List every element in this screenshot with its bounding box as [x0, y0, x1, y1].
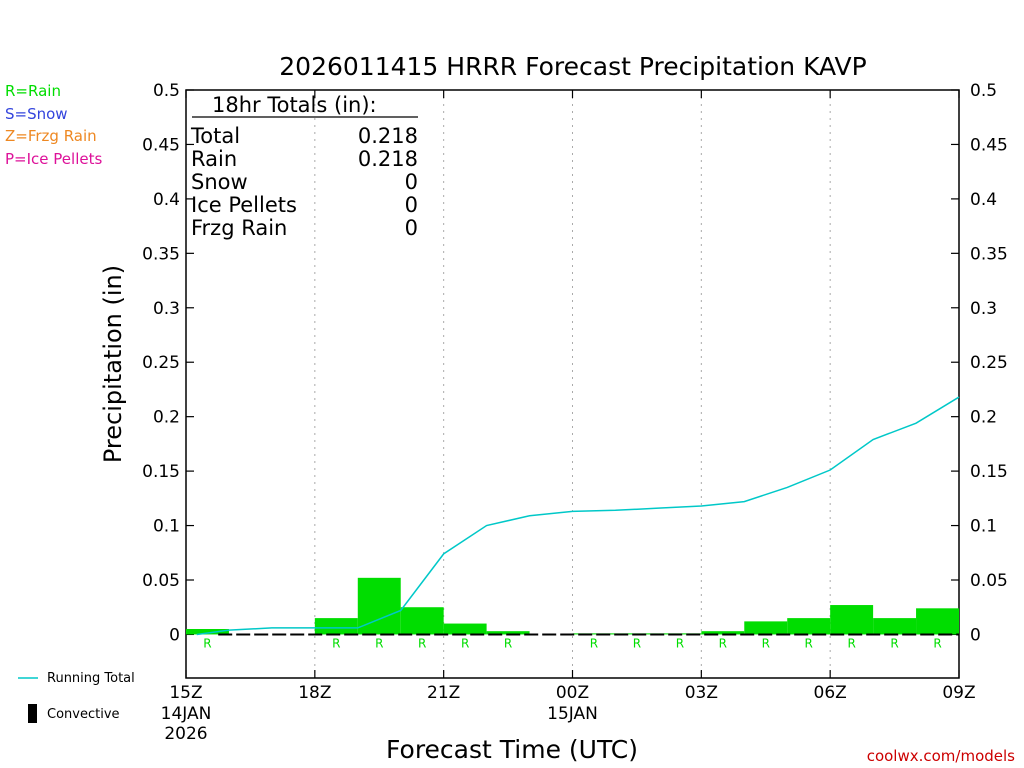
y-tick-label-left: 0.5: [153, 81, 180, 101]
x-tick-label: 06Z: [814, 683, 847, 703]
precip-type-label: R: [676, 636, 684, 650]
y-axis-right: 0.5 0.45 0.4 0.35 0.3 0.25 0.2 0.15 0.1 0.05 0: [951, 81, 1008, 645]
totals-value-snow: 0: [405, 170, 418, 194]
precip-bar: [186, 629, 229, 635]
precip-bar: [873, 618, 917, 635]
legend-frzg-rain: Z=Frzg Rain: [5, 127, 97, 145]
x-tick-label: 21Z: [427, 683, 460, 703]
totals-label-total: Total: [190, 124, 240, 148]
y-tick-label-left: 0.2: [153, 408, 180, 428]
y-tick-label-right: 0.3: [970, 299, 997, 319]
y-tick-label-left: 0.4: [153, 190, 180, 210]
totals-value-rain: 0.218: [358, 147, 418, 171]
y-tick-label-right: 0.2: [970, 408, 997, 428]
y-tick-label-right: 0.4: [970, 190, 997, 210]
precip-bar: [701, 631, 745, 635]
totals-header: 18hr Totals (in):: [212, 93, 377, 117]
precip-type-label: R: [504, 636, 512, 650]
y-tick-label-left: 0.15: [142, 462, 180, 482]
y-tick-label-right: 0.25: [970, 353, 1008, 373]
y-tick-label-right: 0.1: [970, 517, 997, 537]
y-tick-label-right: 0.05: [970, 571, 1008, 591]
y-tick-label-right: 0.35: [970, 244, 1008, 264]
precip-bar: [400, 607, 444, 635]
totals-value-total: 0.218: [358, 124, 418, 148]
totals-value-ice-pellets: 0: [405, 193, 418, 217]
x-tick-date: 15JAN: [547, 704, 598, 724]
legend-rain: R=Rain: [5, 82, 61, 100]
y-axis-label: Precipitation (in): [99, 265, 127, 463]
legend-snow: S=Snow: [5, 105, 68, 123]
x-tick-label: 18Z: [298, 683, 331, 703]
precip-bar: [916, 608, 959, 635]
precip-bar: [314, 618, 358, 635]
precip-type-label: R: [933, 636, 941, 650]
totals-label-rain: Rain: [191, 147, 237, 171]
y-tick-label-right: 0.5: [970, 81, 997, 101]
y-tick-label-left: 0.05: [142, 571, 180, 591]
y-tick-label-right: 0.45: [970, 135, 1008, 155]
x-tick-label: 15Z: [169, 683, 202, 703]
precip-type-label: R: [719, 636, 727, 650]
precip-bar: [744, 621, 788, 635]
precip-type-label: R: [375, 636, 383, 650]
y-tick-label-left: 0.25: [142, 353, 180, 373]
totals-label-frzg-rain: Frzg Rain: [191, 216, 287, 240]
vertical-gridlines: [314, 90, 831, 678]
precip-type-label: R: [805, 636, 813, 650]
credit-text: coolwx.com/models: [867, 747, 1015, 765]
precip-type-label: R: [633, 636, 641, 650]
precip-bar: [572, 633, 616, 635]
x-tick-label: 00Z: [556, 683, 589, 703]
x-tick-year: 2026: [164, 724, 207, 744]
convective-legend-label: Convective: [47, 707, 120, 722]
y-tick-label-left: 0: [169, 625, 180, 645]
running-total-legend-label: Running Total: [47, 671, 135, 686]
totals-box: 18hr Totals (in): Total 0.218 Rain 0.218…: [190, 93, 418, 240]
totals-label-snow: Snow: [191, 170, 248, 194]
y-tick-label-left: 0.1: [153, 517, 180, 537]
precip-bars: [186, 577, 959, 635]
y-tick-label-left: 0.35: [142, 244, 180, 264]
precip-type-label: R: [332, 636, 340, 650]
y-tick-label-right: 0: [970, 625, 981, 645]
precip-type-label: R: [890, 636, 898, 650]
x-tick-date: 14JAN: [161, 704, 212, 724]
precip-type-label: R: [461, 636, 469, 650]
precip-type-label: R: [590, 636, 598, 650]
precip-bar: [443, 623, 487, 635]
x-tick-label: 03Z: [685, 683, 718, 703]
convective-legend-swatch: [28, 704, 37, 723]
x-axis-label: Forecast Time (UTC): [386, 735, 638, 764]
totals-label-ice-pellets: Ice Pellets: [191, 193, 297, 217]
precip-type-label: R: [762, 636, 770, 650]
precip-bar: [830, 605, 874, 635]
y-tick-label-right: 0.15: [970, 462, 1008, 482]
chart-title: 2026011415 HRRR Forecast Precipitation K…: [279, 52, 866, 81]
y-tick-label-left: 0.45: [142, 135, 180, 155]
precip-type-label: R: [418, 636, 426, 650]
running-total-line: [196, 396, 960, 636]
totals-value-frzg-rain: 0: [405, 216, 418, 240]
x-tick-label: 09Z: [942, 683, 975, 703]
precip-type-label: R: [847, 636, 855, 650]
precip-bar: [787, 618, 831, 635]
running-total-series: [196, 396, 960, 636]
precip-type-label: R: [203, 636, 211, 650]
y-axis-left: 0.5 0.45 0.4 0.35 0.3 0.25 0.2 0.15 0.1 0.05 0: [142, 81, 194, 645]
legend-ice-pellets: P=Ice Pellets: [5, 150, 102, 168]
precip-bar: [486, 631, 530, 635]
y-tick-label-left: 0.3: [153, 299, 180, 319]
